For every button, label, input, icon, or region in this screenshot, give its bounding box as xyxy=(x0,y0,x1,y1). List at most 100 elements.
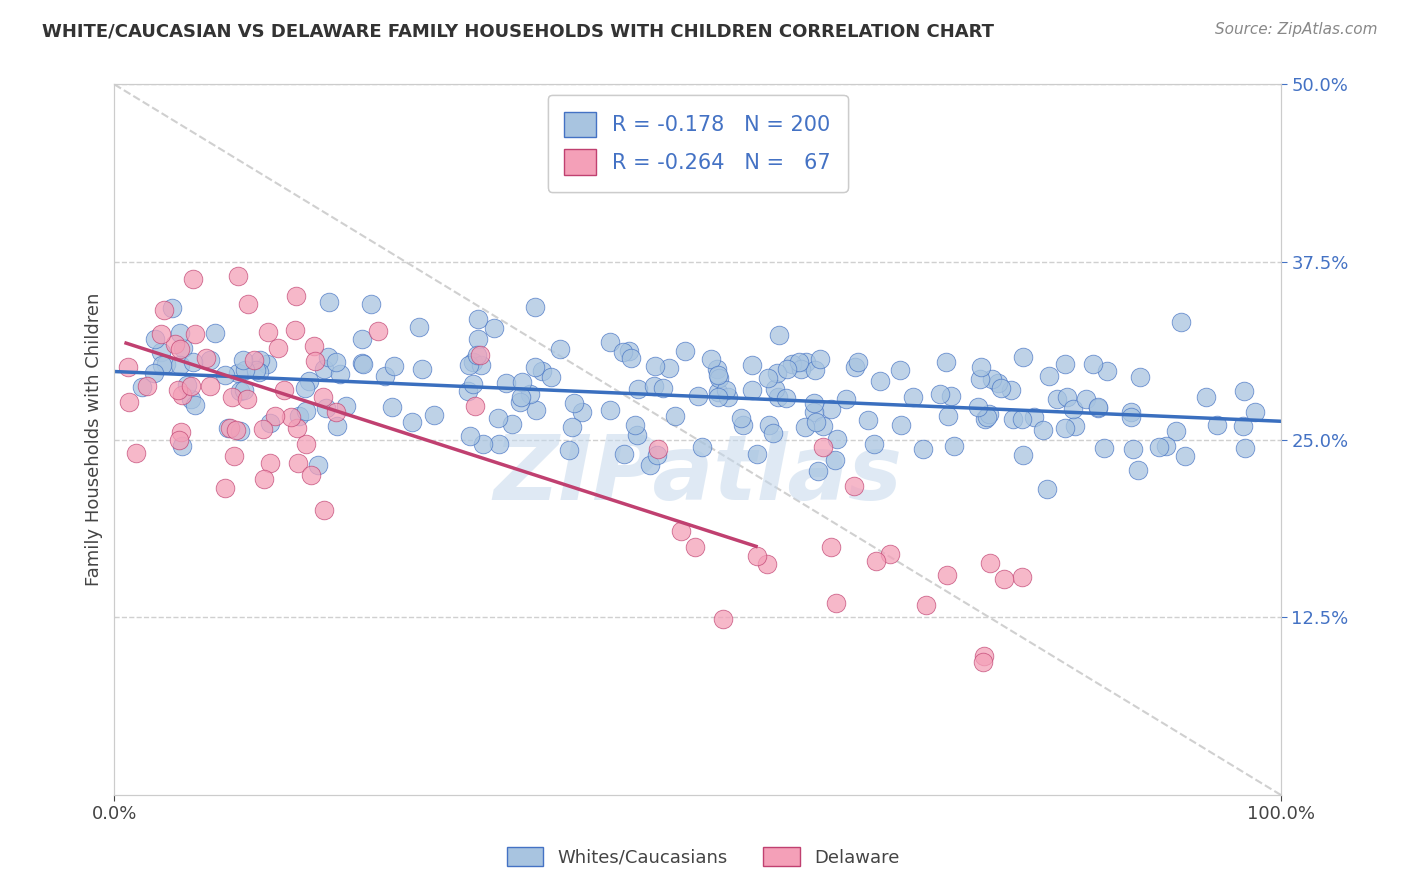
Point xyxy=(820,402,842,417)
Point xyxy=(295,437,318,451)
Point xyxy=(612,345,634,359)
Point xyxy=(1062,402,1084,417)
Point xyxy=(793,420,815,434)
Point xyxy=(706,390,728,404)
Point xyxy=(811,419,834,434)
Point xyxy=(758,371,780,385)
Point xyxy=(731,417,754,432)
Point xyxy=(249,352,271,367)
Point xyxy=(465,348,488,362)
Point xyxy=(1032,423,1054,437)
Point xyxy=(675,343,697,358)
Point xyxy=(233,363,256,377)
Point xyxy=(461,355,484,369)
Point xyxy=(163,337,186,351)
Point xyxy=(423,409,446,423)
Point xyxy=(1166,424,1188,438)
Point xyxy=(1195,390,1218,404)
Point xyxy=(170,425,193,439)
Point xyxy=(155,357,177,371)
Point xyxy=(865,554,887,568)
Point xyxy=(232,383,254,397)
Point xyxy=(804,415,827,429)
Point xyxy=(214,368,236,383)
Point xyxy=(980,371,1002,385)
Point xyxy=(707,368,730,383)
Point xyxy=(1244,405,1267,419)
Point xyxy=(1129,369,1152,384)
Point xyxy=(325,355,347,369)
Point xyxy=(879,547,901,561)
Point xyxy=(548,342,571,356)
Point xyxy=(329,368,352,382)
Point xyxy=(935,355,957,369)
Point xyxy=(911,442,934,456)
Point xyxy=(561,419,583,434)
Point xyxy=(252,421,274,435)
Point xyxy=(486,410,509,425)
Point xyxy=(741,383,763,397)
Point xyxy=(664,409,686,424)
Legend: Whites/Caucasians, Delaware: Whites/Caucasians, Delaware xyxy=(499,840,907,874)
Point xyxy=(766,366,789,380)
Point xyxy=(558,442,581,457)
Point xyxy=(195,351,218,365)
Point xyxy=(360,297,382,311)
Point xyxy=(501,417,523,432)
Point xyxy=(1053,421,1076,435)
Point xyxy=(1119,409,1142,424)
Point xyxy=(820,541,842,555)
Point xyxy=(172,342,194,356)
Point xyxy=(236,392,259,406)
Point xyxy=(1233,384,1256,398)
Point xyxy=(221,390,243,404)
Point xyxy=(626,427,648,442)
Point xyxy=(1046,392,1069,407)
Point xyxy=(714,383,737,397)
Point xyxy=(294,381,316,395)
Point xyxy=(172,439,194,453)
Point xyxy=(458,358,481,372)
Point xyxy=(266,341,288,355)
Point xyxy=(184,327,207,342)
Point xyxy=(1234,441,1257,455)
Point xyxy=(131,380,153,394)
Point xyxy=(1154,439,1177,453)
Point xyxy=(1038,369,1060,384)
Point xyxy=(645,448,668,462)
Point xyxy=(747,447,769,461)
Point xyxy=(295,404,318,418)
Point xyxy=(495,376,517,390)
Point xyxy=(470,358,492,372)
Point xyxy=(181,355,204,369)
Point xyxy=(314,362,336,376)
Point xyxy=(869,374,891,388)
Point xyxy=(467,312,489,326)
Point xyxy=(284,323,307,337)
Point xyxy=(627,382,650,396)
Point xyxy=(1053,357,1076,371)
Point xyxy=(367,324,389,338)
Point xyxy=(766,390,789,404)
Point xyxy=(979,556,1001,570)
Point xyxy=(706,362,728,376)
Point xyxy=(1232,418,1254,433)
Point xyxy=(856,413,879,427)
Point xyxy=(617,343,640,358)
Point xyxy=(162,301,184,315)
Point xyxy=(326,418,349,433)
Point xyxy=(780,358,803,372)
Point xyxy=(350,356,373,370)
Point xyxy=(225,423,247,437)
Point xyxy=(117,395,139,409)
Point xyxy=(690,440,713,454)
Point xyxy=(1011,412,1033,426)
Point xyxy=(307,458,329,473)
Point xyxy=(803,395,825,409)
Point xyxy=(624,418,647,433)
Point xyxy=(599,403,621,417)
Text: ZIPatlas: ZIPatlas xyxy=(494,432,903,519)
Point xyxy=(643,378,665,392)
Point xyxy=(711,612,734,626)
Point xyxy=(411,361,433,376)
